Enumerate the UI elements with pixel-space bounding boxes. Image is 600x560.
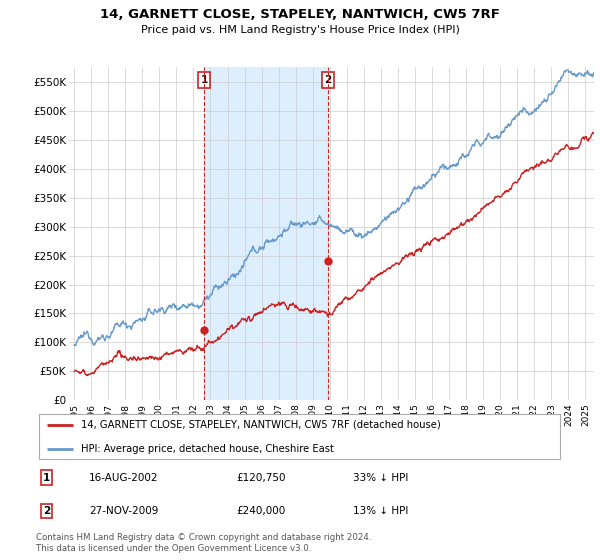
Text: 13% ↓ HPI: 13% ↓ HPI: [353, 506, 408, 516]
Text: 2: 2: [325, 75, 332, 85]
Text: 1: 1: [43, 473, 50, 483]
Text: 1: 1: [200, 75, 208, 85]
Text: 27-NOV-2009: 27-NOV-2009: [89, 506, 158, 516]
Text: 33% ↓ HPI: 33% ↓ HPI: [353, 473, 408, 483]
Text: £240,000: £240,000: [236, 506, 286, 516]
Text: HPI: Average price, detached house, Cheshire East: HPI: Average price, detached house, Ches…: [81, 444, 334, 454]
Text: 2: 2: [43, 506, 50, 516]
Text: 14, GARNETT CLOSE, STAPELEY, NANTWICH, CW5 7RF (detached house): 14, GARNETT CLOSE, STAPELEY, NANTWICH, C…: [81, 419, 440, 430]
Text: 16-AUG-2002: 16-AUG-2002: [89, 473, 158, 483]
Text: 14, GARNETT CLOSE, STAPELEY, NANTWICH, CW5 7RF: 14, GARNETT CLOSE, STAPELEY, NANTWICH, C…: [100, 8, 500, 21]
Text: Contains HM Land Registry data © Crown copyright and database right 2024.
This d: Contains HM Land Registry data © Crown c…: [36, 533, 371, 553]
Text: Price paid vs. HM Land Registry's House Price Index (HPI): Price paid vs. HM Land Registry's House …: [140, 25, 460, 35]
FancyBboxPatch shape: [38, 414, 560, 459]
Bar: [204, 67, 328, 400]
Text: £120,750: £120,750: [236, 473, 286, 483]
